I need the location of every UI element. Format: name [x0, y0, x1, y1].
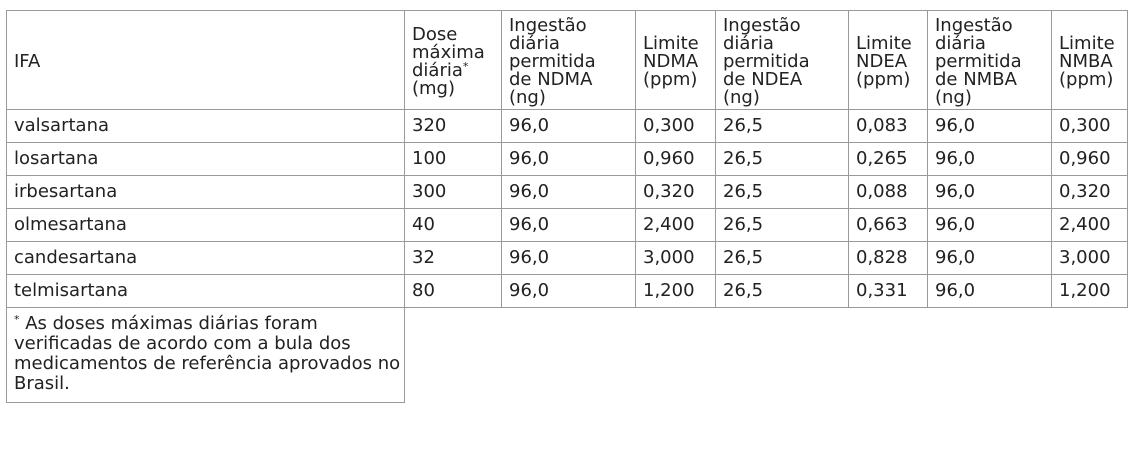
cell-limit-nmba: 1,200 — [1051, 274, 1128, 308]
table-row: olmesartana 40 96,0 2,400 26,5 0,663 96,0 2,400 — [6, 208, 1128, 242]
cell-limit-ndma: 2,400 — [635, 208, 716, 242]
cell-ingest-ndma: 96,0 — [501, 175, 636, 209]
table-row: candesartana 32 96,0 3,000 26,5 0,828 96,0 3,00… — [6, 241, 1128, 275]
cell-limit-nmba: 0,960 — [1051, 142, 1128, 176]
cell-dose: 32 — [404, 241, 502, 275]
cell-limit-ndea: 0,265 — [848, 142, 928, 176]
cell-limit-ndma: 0,300 — [635, 109, 716, 143]
header-ingest-ndea: Ingestão diária permitida de NDEA (ng) — [715, 10, 849, 110]
cell-limit-nmba: 3,000 — [1051, 241, 1128, 275]
cell-limit-ndma: 0,960 — [635, 142, 716, 176]
cell-limit-nmba: 0,320 — [1051, 175, 1128, 209]
cell-ingest-nmba: 96,0 — [927, 109, 1052, 143]
table-row: telmisartana 80 96,0 1,200 26,5 0,331 96,0 1,20… — [6, 274, 1128, 308]
cell-limit-ndea: 0,088 — [848, 175, 928, 209]
cell-ifa: telmisartana — [6, 274, 405, 308]
table-row: valsartana 320 96,0 0,300 26,5 0,083 96,0 0,300 — [6, 109, 1128, 143]
cell-ingest-nmba: 96,0 — [927, 142, 1052, 176]
header-row: IFA Dose máxima diária* (mg) Ingestão di… — [6, 10, 1128, 110]
cell-ingest-ndma: 96,0 — [501, 208, 636, 242]
nitrosamine-limits-table: IFA Dose máxima diária* (mg) Ingestão di… — [6, 10, 1128, 403]
cell-dose: 80 — [404, 274, 502, 308]
header-limit-ndma: Limite NDMA (ppm) — [635, 10, 716, 110]
cell-ingest-nmba: 96,0 — [927, 241, 1052, 275]
cell-limit-ndea: 0,663 — [848, 208, 928, 242]
header-dose: Dose máxima diária* (mg) — [404, 10, 502, 110]
cell-dose: 100 — [404, 142, 502, 176]
cell-ifa: valsartana — [6, 109, 405, 143]
table-body: valsartana 320 96,0 0,300 26,5 0,083 96,0 0,300… — [6, 109, 1128, 308]
table-row: losartana 100 96,0 0,960 26,5 0,265 96,0 0,960 — [6, 142, 1128, 176]
cell-ifa: candesartana — [6, 241, 405, 275]
cell-limit-ndma: 0,320 — [635, 175, 716, 209]
cell-ingest-ndma: 96,0 — [501, 142, 636, 176]
cell-limit-ndea: 0,083 — [848, 109, 928, 143]
cell-ingest-ndea: 26,5 — [715, 241, 849, 275]
cell-limit-ndea: 0,331 — [848, 274, 928, 308]
cell-dose: 320 — [404, 109, 502, 143]
cell-ingest-ndma: 96,0 — [501, 109, 636, 143]
header-limit-nmba: Limite NMBA (ppm) — [1051, 10, 1128, 110]
cell-ingest-ndea: 26,5 — [715, 208, 849, 242]
cell-limit-nmba: 0,300 — [1051, 109, 1128, 143]
cell-dose: 40 — [404, 208, 502, 242]
cell-limit-ndma: 3,000 — [635, 241, 716, 275]
header-ifa: IFA — [6, 10, 405, 110]
footnote-marker: * — [462, 60, 469, 73]
cell-ifa: losartana — [6, 142, 405, 176]
cell-ingest-nmba: 96,0 — [927, 274, 1052, 308]
table-row: irbesartana 300 96,0 0,320 26,5 0,088 96,0 0,32… — [6, 175, 1128, 209]
cell-limit-nmba: 2,400 — [1051, 208, 1128, 242]
footnote-row: * As doses máximas diárias foram verific… — [6, 307, 1128, 403]
cell-ingest-nmba: 96,0 — [927, 175, 1052, 209]
cell-ingest-ndma: 96,0 — [501, 241, 636, 275]
header-ingest-ndma: Ingestão diária permitida de NDMA (ng) — [501, 10, 636, 110]
cell-ingest-ndea: 26,5 — [715, 274, 849, 308]
cell-ifa: olmesartana — [6, 208, 405, 242]
header-ingest-nmba: Ingestão diária permitida de NMBA (ng) — [927, 10, 1052, 110]
cell-dose: 300 — [404, 175, 502, 209]
cell-limit-ndea: 0,828 — [848, 241, 928, 275]
footnote: * As doses máximas diárias foram verific… — [6, 307, 405, 403]
cell-ingest-ndma: 96,0 — [501, 274, 636, 308]
footnote-marker: * — [14, 313, 20, 326]
cell-ifa: irbesartana — [6, 175, 405, 209]
header-limit-ndea: Limite NDEA (ppm) — [848, 10, 928, 110]
cell-ingest-ndea: 26,5 — [715, 142, 849, 176]
table-container: IFA Dose máxima diária* (mg) Ingestão di… — [6, 10, 1128, 403]
footnote-spacer — [405, 308, 1128, 403]
cell-ingest-ndea: 26,5 — [715, 175, 849, 209]
cell-limit-ndma: 1,200 — [635, 274, 716, 308]
cell-ingest-ndea: 26,5 — [715, 109, 849, 143]
cell-ingest-nmba: 96,0 — [927, 208, 1052, 242]
